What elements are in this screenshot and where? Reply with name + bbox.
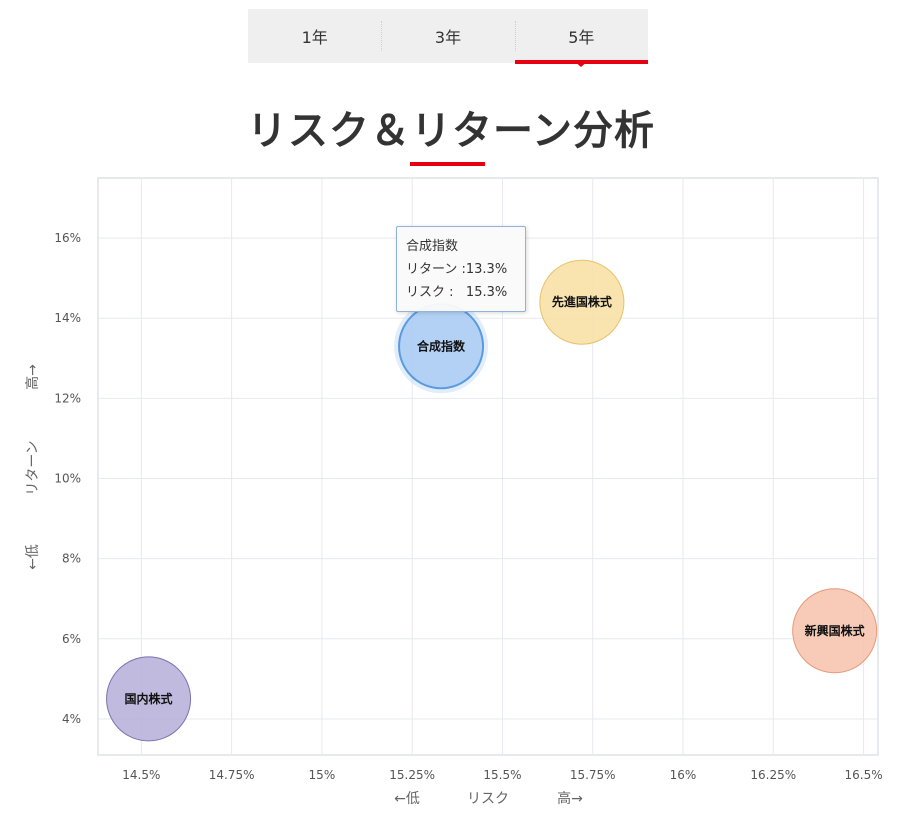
x-tick-label: 16% xyxy=(670,768,697,782)
y-tick-label: 4% xyxy=(62,712,81,726)
title-underline xyxy=(410,162,485,166)
bubble-label: 先進国株式 xyxy=(552,294,612,309)
bubble[interactable]: 新興国株式 xyxy=(792,588,878,674)
bubble-label: 合成指数 xyxy=(417,338,466,353)
y-tick-label: 6% xyxy=(62,632,81,646)
bubble[interactable]: 合成指数 xyxy=(394,299,489,394)
tooltip-return-label: リターン : xyxy=(406,262,466,277)
y-axis-title: リターン xyxy=(25,440,41,495)
bubble-label: 新興国株式 xyxy=(805,623,865,638)
bubble-circle[interactable] xyxy=(106,656,192,742)
x-axis-title: リスク xyxy=(467,791,509,807)
tab-3-year[interactable]: 3年 xyxy=(381,9,514,63)
x-tick-label: 16.5% xyxy=(844,768,882,782)
x-axis-low: ←低 xyxy=(394,791,420,807)
bubble[interactable]: 先進国株式 xyxy=(539,259,625,345)
x-tick-label: 15% xyxy=(309,768,336,782)
y-tick-label: 10% xyxy=(54,472,81,486)
x-axis-ticks: 14.5% 14.75% 15% 15.25% 15.5% 15.75% 16% 16.25%… xyxy=(122,768,882,782)
x-tick-label: 15.5% xyxy=(483,768,521,782)
bubble-tooltip: 合成指数 リターン :13.3% リスク : 15.3% xyxy=(396,226,526,312)
x-tick-label: 16.25% xyxy=(750,768,796,782)
y-tick-label: 8% xyxy=(62,552,81,566)
tooltip-risk: リスク : 15.3% xyxy=(406,281,516,304)
tooltip-return: リターン :13.3% xyxy=(406,258,516,281)
tooltip-return-value: 13.3% xyxy=(465,262,508,277)
x-tick-label: 15.25% xyxy=(389,768,435,782)
y-axis-ticks: 4% 6% 8% 10% 12% 14% 16% xyxy=(54,231,81,726)
y-tick-label: 14% xyxy=(54,311,81,325)
bubble-circle[interactable] xyxy=(539,259,625,345)
y-tick-label: 12% xyxy=(54,391,81,405)
bubble[interactable]: 国内株式 xyxy=(106,656,192,742)
tooltip-risk-label: リスク : xyxy=(406,285,454,300)
grid-lines xyxy=(98,178,878,755)
y-tick-label: 16% xyxy=(54,231,81,245)
bubble-label: 国内株式 xyxy=(125,691,173,706)
x-tick-label: 15.75% xyxy=(570,768,616,782)
y-axis-low: ←低 xyxy=(25,544,41,570)
active-tab-caret-icon xyxy=(573,60,589,67)
x-axis-high: 高→ xyxy=(557,790,583,807)
x-tick-label: 14.5% xyxy=(122,768,160,782)
y-axis-high: 高→ xyxy=(24,364,41,390)
tab-1-year[interactable]: 1年 xyxy=(301,28,328,47)
x-tick-label: 14.75% xyxy=(209,768,255,782)
period-tabs: 1年 3年 5年 xyxy=(248,9,649,64)
page-title: リスク＆リターン分析 xyxy=(247,108,655,154)
tooltip-title: 合成指数 xyxy=(406,239,459,254)
bubble-circle[interactable] xyxy=(792,588,878,674)
tooltip-risk-value: 15.3% xyxy=(465,285,508,300)
